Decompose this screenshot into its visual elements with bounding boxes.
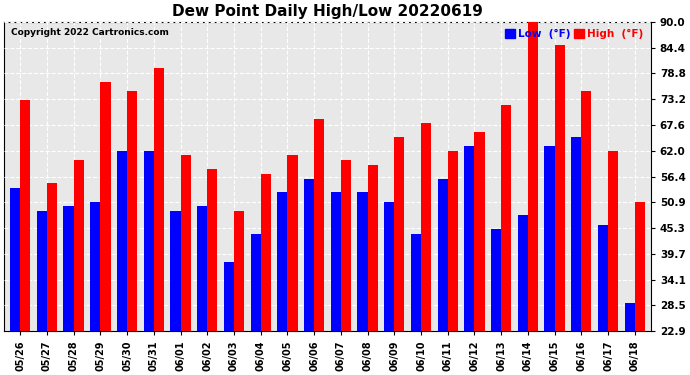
Bar [608, 151, 618, 331]
Title: Dew Point Daily High/Low 20220619: Dew Point Daily High/Low 20220619 [172, 4, 483, 19]
Bar [47, 183, 57, 331]
Bar [571, 137, 582, 331]
Bar [288, 156, 297, 331]
Bar [90, 202, 100, 331]
Bar [528, 22, 538, 331]
Bar [411, 234, 421, 331]
Bar [331, 192, 341, 331]
Bar [117, 151, 127, 331]
Bar [491, 229, 501, 331]
Bar [234, 211, 244, 331]
Bar [224, 261, 234, 331]
Bar [314, 118, 324, 331]
Bar [384, 202, 394, 331]
Bar [154, 68, 164, 331]
Legend: Low  (°F), High  (°F): Low (°F), High (°F) [502, 27, 646, 41]
Bar [63, 206, 74, 331]
Bar [181, 156, 190, 331]
Bar [635, 202, 645, 331]
Bar [277, 192, 288, 331]
Bar [394, 137, 404, 331]
Bar [197, 206, 207, 331]
Bar [437, 178, 448, 331]
Bar [518, 215, 528, 331]
Bar [37, 211, 47, 331]
Bar [250, 234, 261, 331]
Text: Copyright 2022 Cartronics.com: Copyright 2022 Cartronics.com [10, 28, 168, 37]
Bar [555, 45, 565, 331]
Bar [582, 91, 591, 331]
Bar [448, 151, 458, 331]
Bar [170, 211, 181, 331]
Bar [74, 160, 83, 331]
Bar [207, 169, 217, 331]
Bar [357, 192, 368, 331]
Bar [421, 123, 431, 331]
Bar [598, 225, 608, 331]
Bar [100, 82, 110, 331]
Bar [10, 188, 20, 331]
Bar [544, 146, 555, 331]
Bar [144, 151, 154, 331]
Bar [475, 132, 484, 331]
Bar [501, 105, 511, 331]
Bar [127, 91, 137, 331]
Bar [624, 303, 635, 331]
Bar [341, 160, 351, 331]
Bar [304, 178, 314, 331]
Bar [368, 165, 377, 331]
Bar [464, 146, 475, 331]
Bar [20, 100, 30, 331]
Bar [261, 174, 271, 331]
